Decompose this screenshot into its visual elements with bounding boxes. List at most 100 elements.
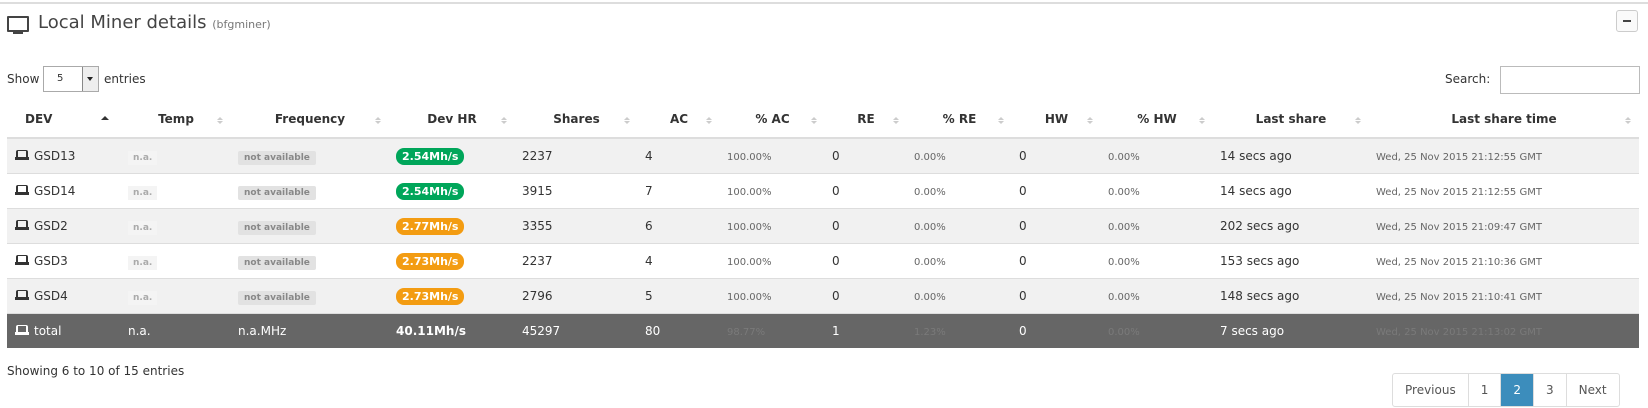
cell: GSD2 bbox=[7, 208, 121, 244]
temp-badge: n.a. bbox=[128, 151, 158, 165]
value: 2796 bbox=[522, 289, 553, 303]
value: 0 bbox=[1019, 184, 1027, 198]
cell: n.a. bbox=[121, 173, 231, 209]
value: 0 bbox=[832, 289, 840, 303]
frequency-badge: not available bbox=[238, 151, 316, 165]
column-header[interactable]: Temp bbox=[121, 100, 231, 139]
cell: 0 bbox=[825, 208, 907, 244]
hashrate-badge: 2.73Mh/s bbox=[396, 253, 465, 270]
cell: 6 bbox=[638, 208, 720, 244]
page-size-select[interactable]: 5 bbox=[43, 66, 99, 92]
cell: 0.00% bbox=[1101, 278, 1213, 314]
hashrate-badge: 2.54Mh/s bbox=[396, 148, 465, 165]
cell: not available bbox=[231, 278, 389, 314]
cell: total bbox=[7, 313, 121, 348]
total-row: total n.a. n.a.MHz 40.11Mh/s 45297 80 98.77% 1 1… bbox=[7, 313, 1639, 348]
cell: 2.54Mh/s bbox=[389, 137, 515, 174]
drive-icon bbox=[15, 185, 29, 195]
column-header[interactable]: Dev HR bbox=[389, 100, 515, 139]
temp-badge: n.a. bbox=[128, 221, 158, 235]
value: 0 bbox=[1019, 254, 1027, 268]
cell: 2237 bbox=[515, 137, 638, 174]
subtitle: (bfgminer) bbox=[212, 18, 271, 31]
cell: 0 bbox=[1012, 173, 1101, 209]
page-button[interactable]: 3 bbox=[1533, 374, 1566, 406]
cell: 0.00% bbox=[907, 278, 1012, 314]
value: 100.00% bbox=[727, 257, 772, 268]
cell: 1 bbox=[825, 313, 907, 348]
cell: 7 secs ago bbox=[1213, 313, 1369, 348]
column-header[interactable]: RE bbox=[825, 100, 907, 139]
column-header[interactable]: % AC bbox=[720, 100, 825, 139]
value: 14 secs ago bbox=[1220, 149, 1292, 163]
cell: Wed, 25 Nov 2015 21:10:41 GMT bbox=[1369, 278, 1639, 314]
collapse-button[interactable] bbox=[1616, 10, 1638, 32]
value: 0.00% bbox=[1108, 257, 1140, 268]
value: 0 bbox=[1019, 219, 1027, 233]
value: 0.00% bbox=[914, 152, 946, 163]
device-name: GSD2 bbox=[34, 219, 68, 233]
value: 153 secs ago bbox=[1220, 254, 1300, 268]
page-button[interactable]: 1 bbox=[1467, 374, 1501, 406]
cell: 1.23% bbox=[907, 313, 1012, 348]
column-header[interactable]: Shares bbox=[515, 100, 638, 139]
monitor-icon bbox=[7, 16, 29, 34]
drive-icon bbox=[15, 290, 29, 300]
cell: 100.00% bbox=[720, 278, 825, 314]
cell: Wed, 25 Nov 2015 21:13:02 GMT bbox=[1369, 313, 1639, 348]
value: 0.00% bbox=[1108, 327, 1140, 338]
cell: 0.00% bbox=[907, 243, 1012, 279]
cell: not available bbox=[231, 173, 389, 209]
value: 2237 bbox=[522, 254, 553, 268]
hashrate-badge: 2.77Mh/s bbox=[396, 218, 465, 235]
value: 98.77% bbox=[727, 327, 766, 338]
cell: 14 secs ago bbox=[1213, 173, 1369, 209]
device-name: GSD3 bbox=[34, 254, 68, 268]
column-header[interactable]: DEV bbox=[7, 100, 121, 139]
search-input[interactable] bbox=[1500, 66, 1640, 94]
entries-label: entries bbox=[104, 72, 146, 86]
frequency-badge: not available bbox=[238, 256, 316, 270]
value: 1.23% bbox=[914, 327, 946, 338]
value: Wed, 25 Nov 2015 21:09:47 GMT bbox=[1376, 222, 1542, 233]
drive-icon bbox=[15, 150, 29, 160]
column-header[interactable]: Frequency bbox=[231, 100, 389, 139]
cell: 100.00% bbox=[720, 137, 825, 174]
page-button[interactable]: Next bbox=[1565, 374, 1619, 406]
miner-table: DEV Temp Frequency Dev HR Shares AC% AC RE% RE… bbox=[7, 100, 1639, 348]
column-header[interactable]: Last share time bbox=[1369, 100, 1639, 139]
value: 0.00% bbox=[914, 292, 946, 303]
device-name: GSD13 bbox=[34, 149, 76, 163]
pagination: Previous 1 2 3 Next bbox=[1392, 373, 1620, 407]
table-row: GSD13 n.a. not available 2.54Mh/s 2237 4 100.0… bbox=[7, 137, 1639, 174]
header-row: DEV Temp Frequency Dev HR Shares AC% AC RE% RE… bbox=[7, 100, 1639, 139]
cell: 0.00% bbox=[1101, 208, 1213, 244]
temp-badge: n.a. bbox=[128, 291, 158, 305]
cell: GSD4 bbox=[7, 278, 121, 314]
device-name: GSD14 bbox=[34, 184, 76, 198]
temp-badge: n.a. bbox=[128, 186, 158, 200]
cell: 153 secs ago bbox=[1213, 243, 1369, 279]
cell: 0 bbox=[1012, 278, 1101, 314]
hashrate: 40.11Mh/s bbox=[396, 324, 466, 338]
cell: 100.00% bbox=[720, 173, 825, 209]
value: Wed, 25 Nov 2015 21:10:41 GMT bbox=[1376, 292, 1542, 303]
page-button[interactable]: Previous bbox=[1405, 383, 1456, 397]
cell: 0 bbox=[1012, 137, 1101, 174]
value: 0 bbox=[832, 149, 840, 163]
value: 202 secs ago bbox=[1220, 219, 1300, 233]
value: 1 bbox=[832, 324, 840, 338]
column-header[interactable]: Last share bbox=[1213, 100, 1369, 139]
column-header[interactable]: % HW bbox=[1101, 100, 1213, 139]
column-header[interactable]: HW bbox=[1012, 100, 1101, 139]
value: 3915 bbox=[522, 184, 553, 198]
column-header[interactable]: % RE bbox=[907, 100, 1012, 139]
cell: 98.77% bbox=[720, 313, 825, 348]
page-button[interactable]: 2 bbox=[1500, 374, 1533, 406]
column-header[interactable]: AC bbox=[638, 100, 720, 139]
value: Wed, 25 Nov 2015 21:12:55 GMT bbox=[1376, 152, 1542, 163]
cell: n.a. bbox=[121, 243, 231, 279]
cell: 0.00% bbox=[1101, 313, 1213, 348]
value: 2237 bbox=[522, 149, 553, 163]
value: 80 bbox=[645, 324, 661, 338]
